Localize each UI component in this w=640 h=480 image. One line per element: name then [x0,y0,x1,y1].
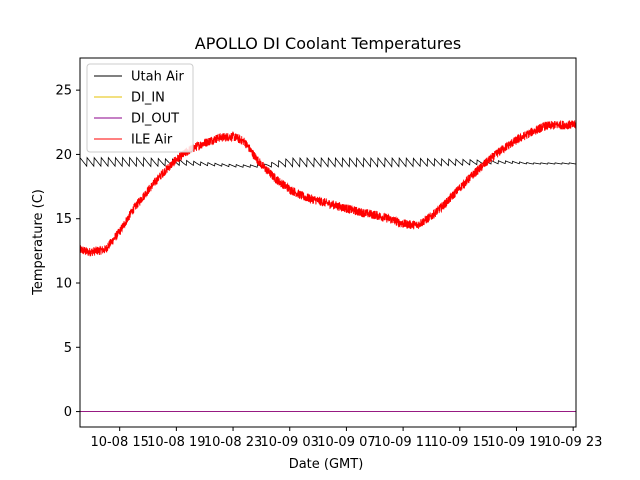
x-tick-label: 10-08 15 [90,435,148,450]
legend-label: DI_OUT [131,112,179,127]
y-axis: 0 5 10 15 20 25 [55,84,80,420]
series-line-utah-air [80,156,576,168]
legend-label: Utah Air [131,70,184,85]
y-axis-label: Temperature (C) [31,189,46,296]
x-tick-label: 10-08 23 [204,435,262,450]
legend-items: Utah Air DI_IN DI_OUT ILE Air [94,70,184,148]
x-tick-label: 10-09 15 [431,435,489,450]
x-tick-label: 10-09 23 [544,435,602,450]
plot-frame [79,57,577,428]
legend-label: ILE Air [131,133,173,148]
y-tick-label: 20 [55,148,72,163]
legend-label: DI_IN [131,91,165,106]
series-layer [80,120,576,412]
x-tick-label: 10-08 19 [147,435,205,450]
x-axis-label: Date (GMT) [289,457,364,472]
y-tick-label: 0 [64,405,72,420]
y-tick-label: 25 [55,84,72,99]
plot-area [79,57,577,428]
y-tick-label: 5 [64,341,72,356]
y-tick-label: 10 [55,277,72,292]
legend: Utah Air DI_IN DI_OUT ILE Air [86,63,194,153]
x-tick-label: 10-09 03 [261,435,319,450]
x-tick-label: 10-09 07 [317,435,375,450]
chart-title: APOLLO DI Coolant Temperatures [195,34,461,53]
series-line-ile-air [80,120,576,257]
y-tick-label: 15 [55,212,72,227]
x-tick-label: 10-09 11 [374,435,432,450]
legend-box [86,63,194,153]
x-tick-label: 10-09 19 [487,435,545,450]
